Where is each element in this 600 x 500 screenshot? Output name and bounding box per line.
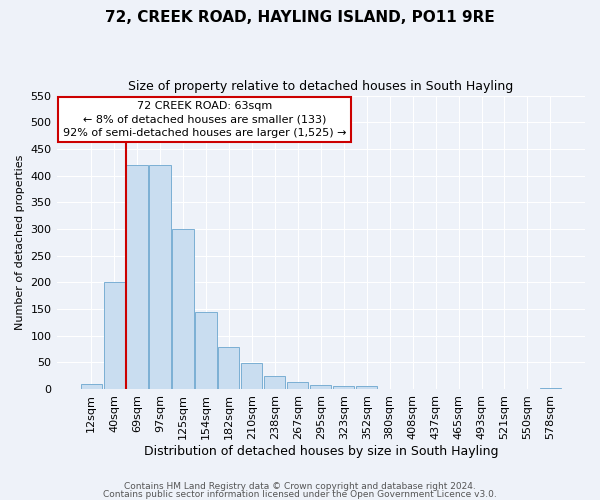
Text: Contains HM Land Registry data © Crown copyright and database right 2024.: Contains HM Land Registry data © Crown c…	[124, 482, 476, 491]
X-axis label: Distribution of detached houses by size in South Hayling: Distribution of detached houses by size …	[143, 444, 498, 458]
Y-axis label: Number of detached properties: Number of detached properties	[15, 154, 25, 330]
Text: Contains public sector information licensed under the Open Government Licence v3: Contains public sector information licen…	[103, 490, 497, 499]
Text: 72 CREEK ROAD: 63sqm
← 8% of detached houses are smaller (133)
92% of semi-detac: 72 CREEK ROAD: 63sqm ← 8% of detached ho…	[63, 102, 346, 138]
Bar	[104, 282, 125, 389]
Bar	[287, 382, 308, 389]
Bar	[149, 165, 170, 389]
Bar	[333, 386, 354, 389]
Bar	[264, 376, 286, 389]
Title: Size of property relative to detached houses in South Hayling: Size of property relative to detached ho…	[128, 80, 514, 93]
Bar	[80, 384, 101, 389]
Bar	[241, 364, 262, 389]
Text: 72, CREEK ROAD, HAYLING ISLAND, PO11 9RE: 72, CREEK ROAD, HAYLING ISLAND, PO11 9RE	[105, 10, 495, 25]
Bar	[196, 312, 217, 389]
Bar	[356, 386, 377, 389]
Bar	[127, 165, 148, 389]
Bar	[218, 348, 239, 389]
Bar	[540, 388, 561, 389]
Bar	[310, 385, 331, 389]
Bar	[172, 229, 194, 389]
